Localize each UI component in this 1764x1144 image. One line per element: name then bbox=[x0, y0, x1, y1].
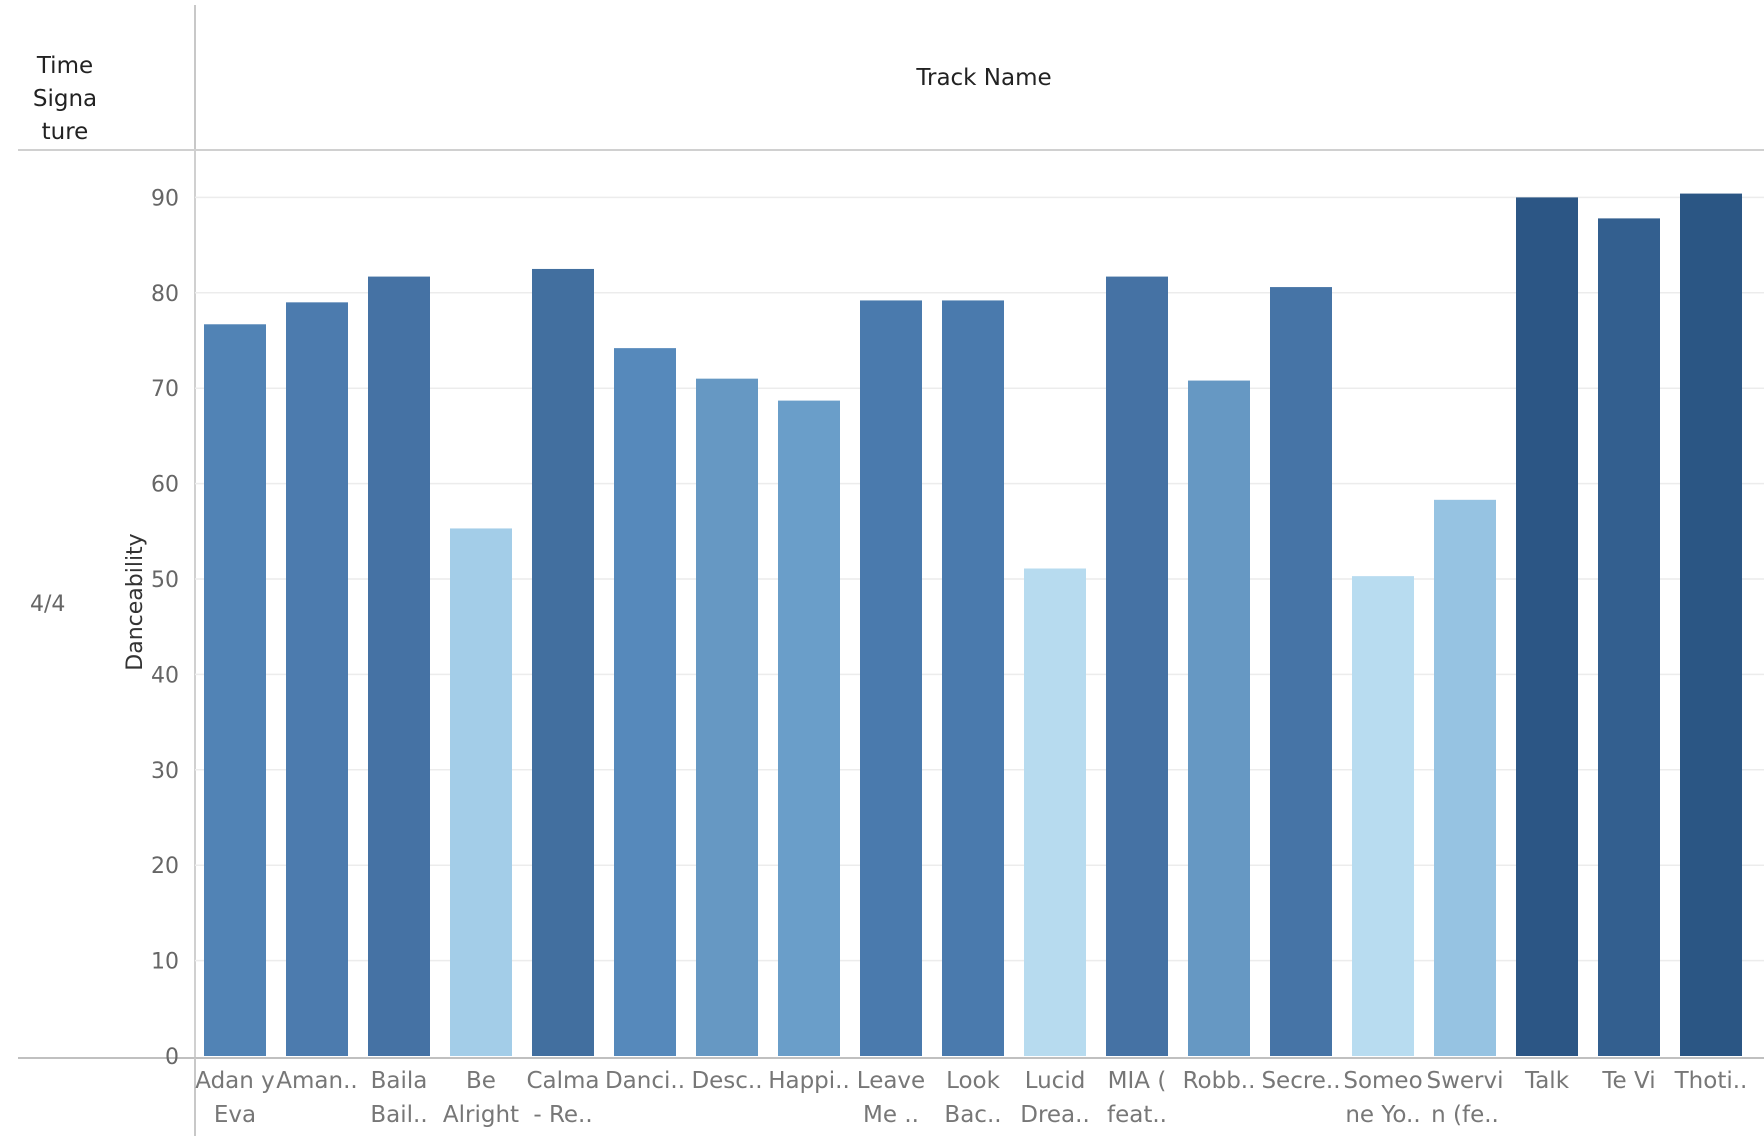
bar[interactable] bbox=[1516, 197, 1578, 1056]
x-tick-label[interactable]: Look bbox=[946, 1068, 1001, 1094]
x-tick-label[interactable]: Someo bbox=[1343, 1068, 1422, 1094]
row-field-header-line-2[interactable]: Signa bbox=[33, 86, 97, 112]
x-tick-label[interactable]: MIA ( bbox=[1108, 1068, 1167, 1094]
x-tick-label[interactable]: Adan y bbox=[195, 1068, 275, 1094]
bar[interactable] bbox=[1188, 380, 1250, 1056]
y-axis-title[interactable]: Danceability bbox=[123, 533, 148, 670]
x-tick-label[interactable]: feat.. bbox=[1107, 1102, 1167, 1128]
x-tick-label[interactable]: - Re.. bbox=[533, 1102, 592, 1128]
y-tick-label: 10 bbox=[151, 950, 179, 975]
bar[interactable] bbox=[1598, 218, 1660, 1056]
bar[interactable] bbox=[1352, 576, 1414, 1056]
x-tick-label[interactable]: Aman.. bbox=[276, 1068, 357, 1094]
y-tick-label: 80 bbox=[151, 282, 179, 307]
x-axis-labels: Adan y Eva Aman.. Baila Bail.. Be Alright Calma… bbox=[195, 1068, 1747, 1128]
x-tick-label[interactable]: ne Yo.. bbox=[1345, 1102, 1420, 1128]
x-tick-label[interactable]: Leave bbox=[857, 1068, 925, 1094]
bar[interactable] bbox=[942, 300, 1004, 1056]
bar[interactable] bbox=[450, 528, 512, 1056]
x-tick-label[interactable]: Danci.. bbox=[605, 1068, 685, 1094]
x-tick-label[interactable]: n (fe.. bbox=[1431, 1102, 1499, 1128]
y-tick-label: 90 bbox=[151, 186, 179, 211]
x-tick-label[interactable]: Talk bbox=[1524, 1068, 1570, 1094]
bars bbox=[204, 193, 1742, 1057]
y-tick-label: 50 bbox=[151, 568, 179, 593]
x-tick-label[interactable]: Me .. bbox=[863, 1102, 919, 1128]
row-field-header-line-1[interactable]: Time bbox=[36, 53, 93, 79]
bar[interactable] bbox=[1106, 276, 1168, 1056]
bar[interactable] bbox=[1024, 568, 1086, 1056]
bar[interactable] bbox=[1434, 499, 1496, 1056]
bar[interactable] bbox=[696, 378, 758, 1056]
x-tick-label[interactable]: Swervi bbox=[1426, 1068, 1503, 1094]
x-tick-label[interactable]: Te Vi bbox=[1601, 1068, 1655, 1094]
row-label-time-signature: 4/4 bbox=[30, 592, 65, 617]
y-tick-label: 0 bbox=[165, 1045, 179, 1070]
y-tick-label: 70 bbox=[151, 377, 179, 402]
x-tick-label[interactable]: Be bbox=[466, 1068, 496, 1094]
x-tick-label[interactable]: Bail.. bbox=[370, 1102, 427, 1128]
x-tick-label[interactable]: Robb.. bbox=[1183, 1068, 1256, 1094]
y-tick-label: 40 bbox=[151, 663, 179, 688]
column-field-header[interactable]: Track Name bbox=[915, 65, 1051, 91]
x-tick-label[interactable]: Drea.. bbox=[1020, 1102, 1090, 1128]
bar[interactable] bbox=[778, 400, 840, 1056]
x-tick-label[interactable]: Baila bbox=[371, 1068, 428, 1094]
x-tick-label[interactable]: Thoti.. bbox=[1674, 1068, 1748, 1094]
bar[interactable] bbox=[204, 324, 266, 1057]
bar[interactable] bbox=[614, 348, 676, 1057]
x-tick-label[interactable]: Eva bbox=[214, 1102, 256, 1128]
x-tick-label[interactable]: Happi.. bbox=[768, 1068, 850, 1094]
x-tick-label[interactable]: Alright bbox=[443, 1102, 519, 1128]
bar[interactable] bbox=[1680, 193, 1742, 1057]
x-tick-label[interactable]: Lucid bbox=[1025, 1068, 1086, 1094]
x-tick-label[interactable]: Secre.. bbox=[1261, 1068, 1340, 1094]
bar[interactable] bbox=[368, 276, 430, 1056]
y-tick-label: 60 bbox=[151, 473, 179, 498]
x-tick-label[interactable]: Bac.. bbox=[944, 1102, 1001, 1128]
y-tick-label: 20 bbox=[151, 854, 179, 879]
bar[interactable] bbox=[1270, 287, 1332, 1056]
y-tick-label: 30 bbox=[151, 759, 179, 784]
row-field-header-line-3[interactable]: ture bbox=[42, 119, 89, 145]
bar[interactable] bbox=[860, 300, 922, 1056]
bar[interactable] bbox=[286, 302, 348, 1057]
x-tick-label[interactable]: Calma bbox=[526, 1068, 599, 1094]
x-tick-label[interactable]: Desc.. bbox=[691, 1068, 762, 1094]
bar[interactable] bbox=[532, 268, 594, 1056]
y-axis-ticks: 0 10 20 30 40 50 60 70 80 90 bbox=[151, 186, 179, 1070]
